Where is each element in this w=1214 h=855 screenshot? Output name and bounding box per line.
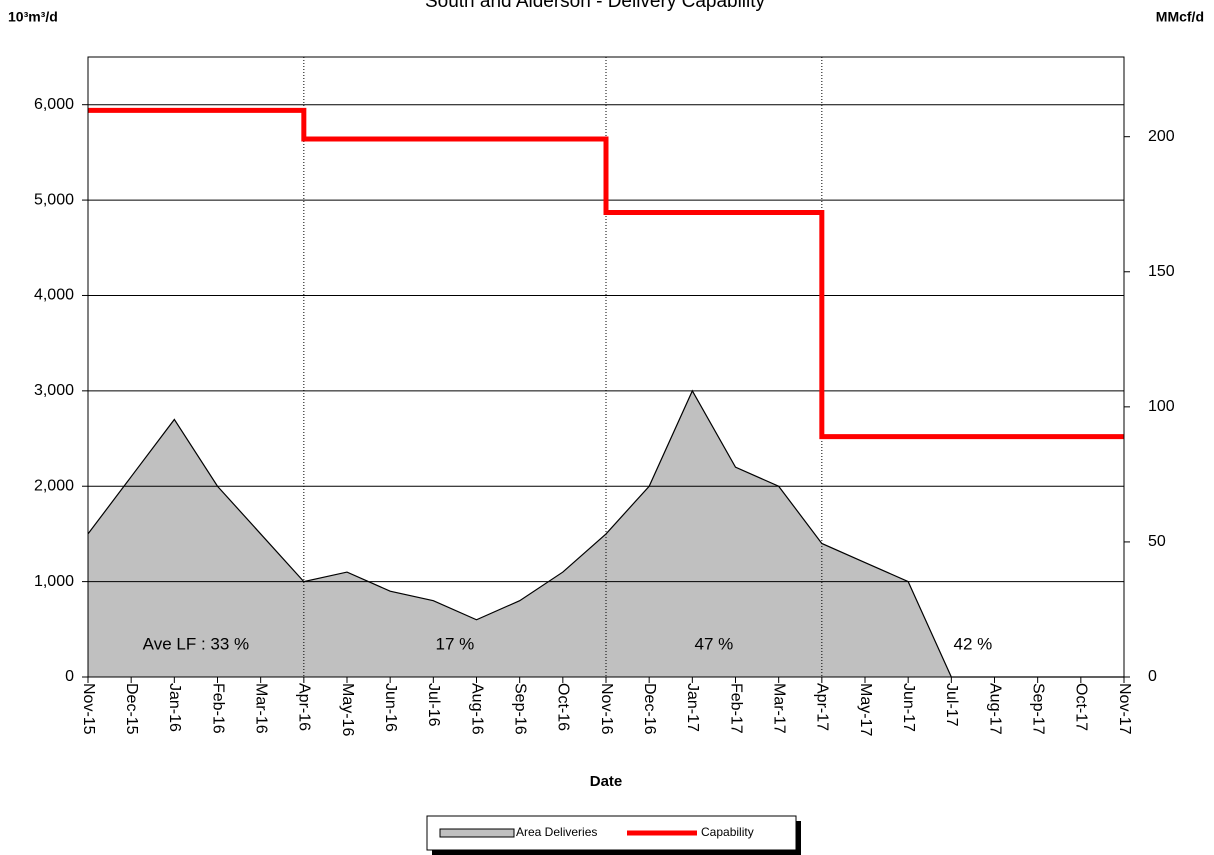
y2-tick-label: 50 [1148,533,1166,550]
y2-tick-label: 0 [1148,668,1157,685]
x-tick-label: Jan-16 [166,683,183,732]
legend-swatch [439,828,515,838]
legend-label: Capability [701,825,754,839]
x-tick-label: Feb-16 [209,683,226,734]
y2-tick-label: 100 [1148,398,1175,415]
y-tick-label: 0 [65,668,74,685]
x-tick-label: Oct-16 [555,683,572,731]
y-axis-label: 10³m³/d [8,9,58,25]
y2-tick-label: 150 [1148,263,1175,280]
x-tick-label: Nov-16 [598,683,615,735]
annotation: Ave LF : 33 % [143,634,249,653]
x-tick-label: Dec-15 [123,683,140,735]
x-tick-label: Jun-17 [900,683,917,732]
y-tick-label: 3,000 [34,382,74,399]
x-tick-label: Mar-16 [252,683,269,734]
x-tick-label: May-16 [339,683,356,736]
x-tick-label: Apr-16 [296,683,313,731]
x-tick-label: Apr-17 [814,683,831,731]
x-tick-label: Oct-17 [1073,683,1090,731]
x-tick-label: Mar-17 [770,683,787,734]
x-tick-label: Sep-17 [1029,683,1046,735]
x-tick-label: Jul-16 [425,683,442,727]
x-tick-label: Nov-17 [1116,683,1133,735]
capability-line [88,107,1124,440]
x-tick-label: Jan-17 [684,683,701,732]
y2-tick-label: 200 [1148,128,1175,145]
annotation: 17 % [436,634,475,653]
x-axis-label: Date [590,773,623,790]
x-tick-label: Feb-17 [727,683,744,734]
x-tick-label: Nov-15 [80,683,97,735]
y-tick-label: 2,000 [34,477,74,494]
x-tick-label: Aug-16 [468,683,485,735]
y-tick-label: 4,000 [34,287,74,304]
y2-axis-label: MMcf/d [1156,9,1204,25]
chart-title: South and Alderson - Delivery Capability [425,0,766,12]
y-tick-label: 6,000 [34,96,74,113]
annotation: 47 % [695,634,734,653]
annotation: 42 % [954,634,993,653]
x-tick-label: Jun-16 [382,683,399,732]
legend-label: Area Deliveries [516,825,597,839]
x-tick-label: Sep-16 [511,683,528,735]
y-tick-label: 1,000 [34,573,74,590]
x-tick-label: Dec-16 [641,683,658,735]
x-tick-label: May-17 [857,683,874,736]
y-tick-label: 5,000 [34,191,74,208]
x-tick-label: Jul-17 [943,683,960,727]
x-tick-label: Aug-17 [986,683,1003,735]
